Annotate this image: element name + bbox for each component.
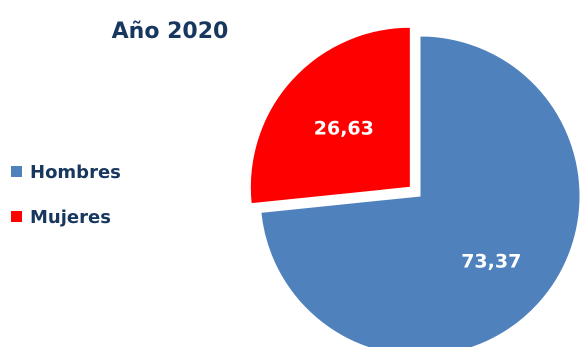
pie-slice-labels: 73,37 26,63 [314, 117, 522, 272]
pie-slice-mujeres[interactable] [249, 26, 411, 205]
chart-title: Año 2020 [112, 19, 229, 44]
pie-slice-hombres[interactable] [260, 35, 580, 347]
pie-slices [249, 26, 580, 347]
slice-label-mujeres: 26,63 [314, 117, 374, 139]
legend-item-mujeres[interactable]: Mujeres [11, 207, 111, 228]
legend-swatch-mujeres [11, 211, 22, 222]
legend-label-mujeres: Mujeres [30, 207, 111, 228]
chart-legend: Hombres Mujeres [11, 162, 121, 228]
legend-item-hombres[interactable]: Hombres [11, 162, 121, 183]
legend-label-hombres: Hombres [30, 162, 121, 183]
slice-label-hombres: 73,37 [461, 250, 521, 272]
legend-swatch-hombres [11, 166, 22, 177]
